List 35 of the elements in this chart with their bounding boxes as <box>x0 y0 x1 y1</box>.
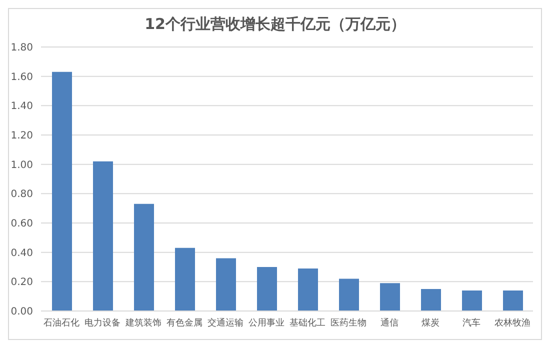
bar <box>52 72 72 311</box>
bar <box>134 204 154 311</box>
x-tick-label: 汽车 <box>462 317 480 328</box>
x-tick-label: 基础化工 <box>290 317 326 328</box>
y-tick-label: 0.40 <box>10 248 33 259</box>
y-tick-label: 0.00 <box>10 306 33 318</box>
y-tick-label: 1.60 <box>10 72 33 83</box>
bar <box>298 268 318 311</box>
x-tick-label: 石油石化 <box>44 317 80 328</box>
bar <box>462 290 482 311</box>
x-tick-label: 交通运输 <box>208 317 244 328</box>
y-tick-label: 1.00 <box>10 160 33 171</box>
bar <box>257 267 277 311</box>
y-tick-label: 0.80 <box>10 189 33 200</box>
y-tick-label: 1.20 <box>10 130 33 142</box>
x-tick-label: 煤炭 <box>422 317 440 328</box>
x-tick-label: 通信 <box>380 317 398 328</box>
x-tick-label: 电力设备 <box>84 317 120 328</box>
bar <box>339 278 359 311</box>
y-tick-label: 0.20 <box>10 277 33 288</box>
chart-title: 12个行业营收增长超千亿元（万亿元） <box>144 14 406 35</box>
bar <box>175 248 195 311</box>
x-tick-label: 有色金属 <box>166 317 202 328</box>
x-tick-label: 农林牧渔 <box>494 317 530 328</box>
bar <box>216 258 236 311</box>
bar <box>503 290 523 311</box>
y-tick-label: 1.80 <box>10 42 33 54</box>
y-tick-label: 1.40 <box>10 101 33 112</box>
x-tick-label: 建筑装饰 <box>124 317 162 328</box>
bar <box>421 289 441 311</box>
bar <box>380 283 400 311</box>
x-tick-label: 医药生物 <box>330 317 366 328</box>
y-tick-label: 0.60 <box>10 218 33 230</box>
x-tick-label: 公用事业 <box>248 317 284 328</box>
bar <box>93 161 113 311</box>
